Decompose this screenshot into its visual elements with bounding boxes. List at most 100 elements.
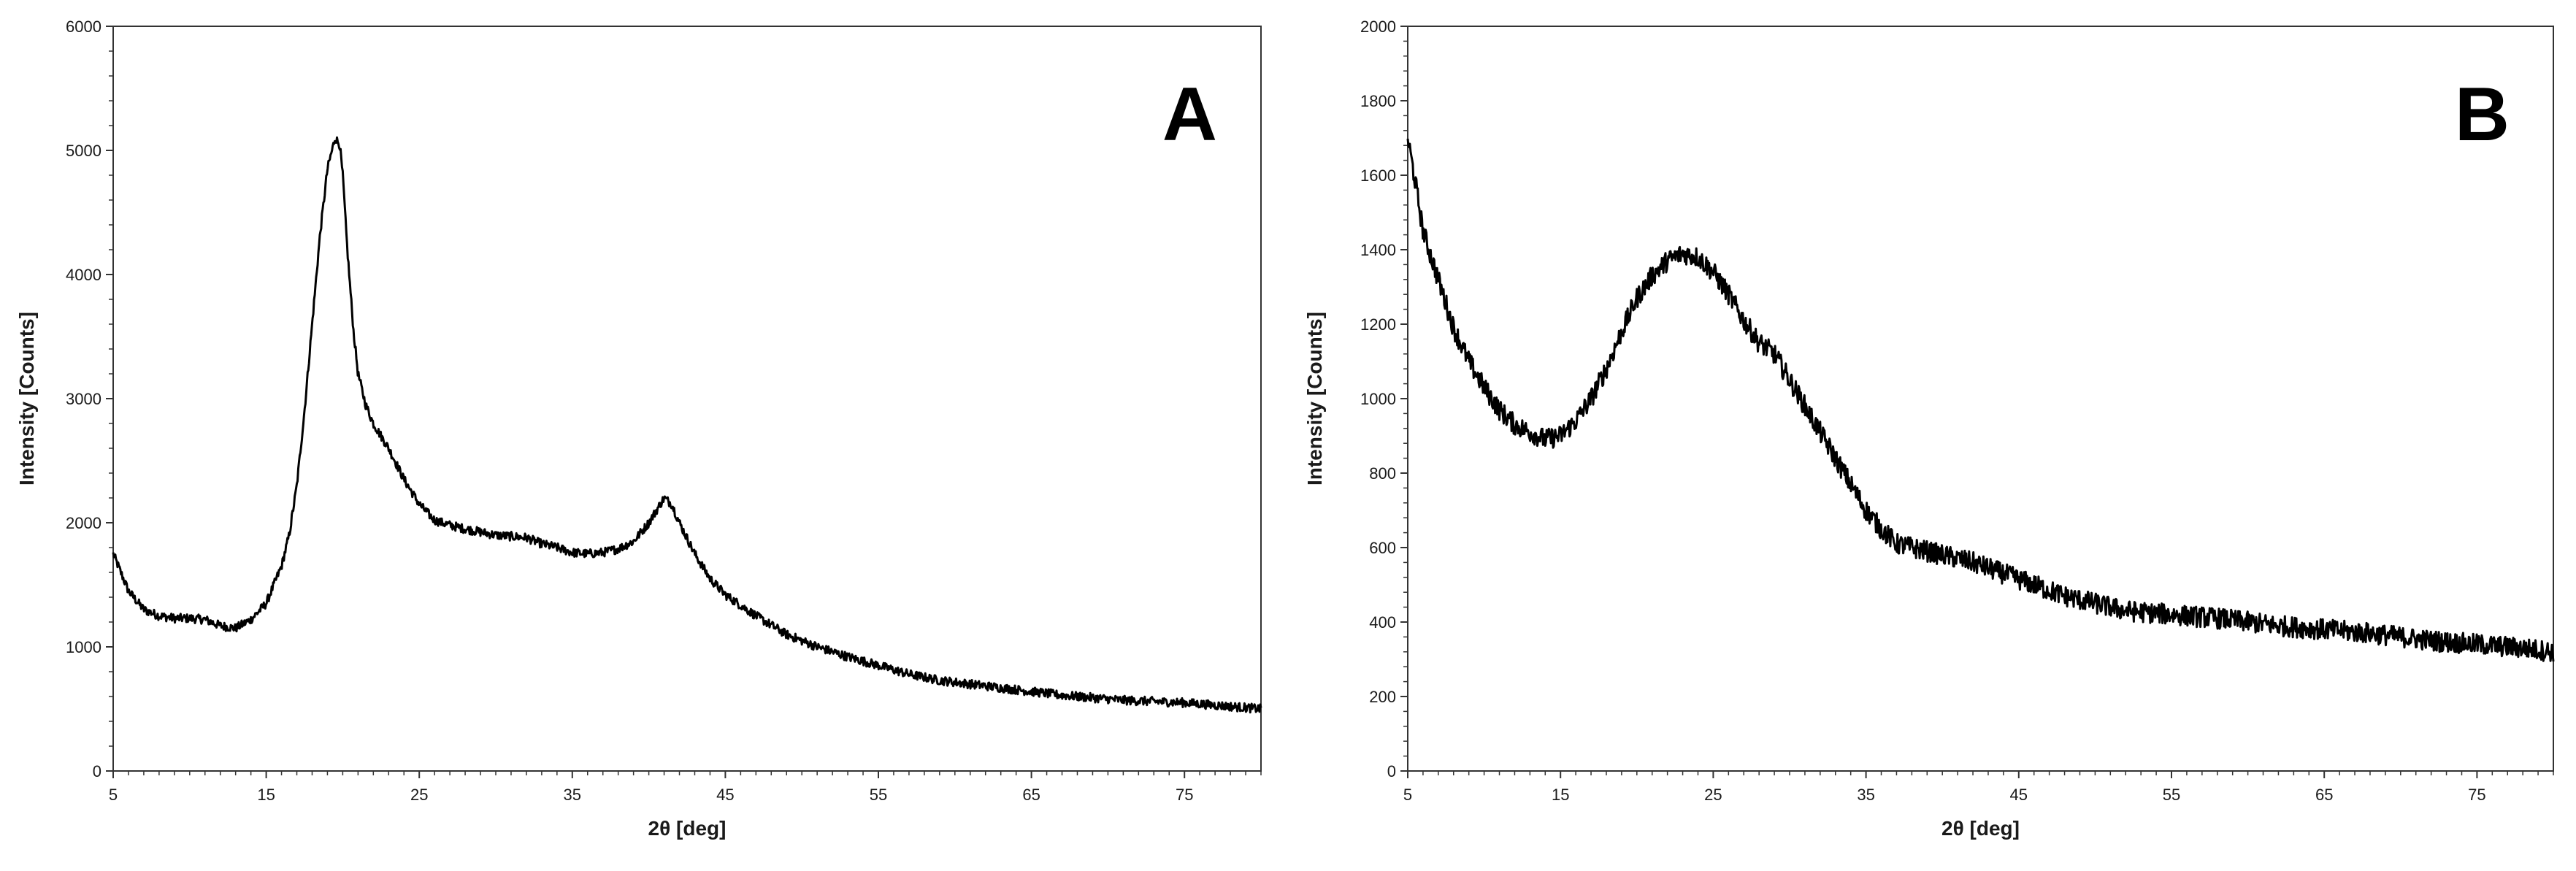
data-point-b-4 [1453, 328, 1454, 329]
data-point-a-22 [353, 330, 354, 331]
data-point-b-25 [1774, 353, 1775, 354]
x-tick-label-a-6: 65 [1022, 786, 1040, 804]
data-point-a-16 [320, 237, 321, 238]
data-point-a-35 [541, 543, 542, 544]
data-point-a-47 [694, 553, 695, 554]
data-point-a-62 [1123, 700, 1124, 701]
data-point-a-23 [358, 374, 359, 375]
data-point-a-20 [342, 175, 343, 176]
data-point-a-28 [404, 479, 405, 480]
data-point-a-64 [1184, 702, 1185, 703]
data-point-b-27 [1804, 406, 1805, 407]
data-point-b-35 [1942, 555, 1943, 556]
data-point-a-66 [1261, 709, 1262, 710]
data-point-b-11 [1560, 436, 1561, 437]
x-tick-label-a-2: 25 [410, 786, 428, 804]
data-point-a-24 [365, 404, 366, 405]
x-tick-label-b-7: 75 [2468, 786, 2485, 804]
y-tick-label-a-6: 6000 [66, 18, 101, 36]
y-tick-label-b-6: 1200 [1360, 315, 1396, 334]
data-point-a-12 [289, 535, 290, 536]
data-point-b-16 [1636, 298, 1637, 299]
data-point-b-52 [2553, 651, 2554, 652]
data-point-b-30 [1850, 484, 1851, 485]
data-point-a-49 [725, 594, 726, 595]
x-tick-label-b-5: 55 [2163, 786, 2180, 804]
data-point-b-24 [1759, 342, 1760, 343]
y-tick-label-b-5: 1000 [1360, 390, 1396, 408]
data-point-a-39 [602, 552, 603, 553]
y-tick-label-a-1: 1000 [66, 638, 101, 656]
data-point-b-33 [1896, 543, 1897, 544]
data-point-b-36 [1973, 562, 1974, 563]
y-tick-label-a-0: 0 [93, 762, 101, 780]
chart-panel-b: 0 200 400 600 800 1000 1200 1400 1600 1800 2000 5 15… [1288, 0, 2576, 871]
x-tick-label-a-1: 15 [257, 786, 275, 804]
data-point-b-41 [2125, 610, 2126, 611]
x-tick-label-a-5: 55 [870, 786, 887, 804]
data-point-a-61 [1092, 697, 1093, 698]
data-point-a-59 [1031, 691, 1032, 692]
data-point-b-5 [1468, 361, 1469, 362]
data-point-a-25 [373, 423, 374, 424]
x-axis-title-a: 2θ [deg] [648, 817, 727, 840]
chart-b-svg: 0 200 400 600 800 1000 1200 1400 1600 1800 2000 5 15… [1303, 18, 2555, 840]
y-tick-label-b-0: 0 [1387, 762, 1396, 780]
x-tick-label-b-1: 15 [1552, 786, 1569, 804]
y-tick-label-a-2: 2000 [66, 514, 101, 532]
series-line-b-0 [1406, 138, 2555, 662]
y-axis-title-a: Intensity [Counts] [15, 312, 38, 486]
data-point-a-33 [496, 535, 497, 536]
data-point-b-46 [2324, 629, 2325, 630]
plot-frame-b [1407, 26, 2554, 772]
y-tick-label-b-3: 600 [1369, 539, 1396, 557]
data-point-a-9 [250, 619, 251, 620]
x-tick-label-a-3: 35 [564, 786, 581, 804]
panel-label-a: A [1162, 72, 1217, 157]
data-point-a-55 [908, 674, 909, 675]
series-line-a-0 [112, 136, 1262, 714]
data-point-a-51 [786, 634, 787, 635]
data-point-b-8 [1514, 424, 1515, 425]
y-tick-label-a-4: 4000 [66, 266, 101, 284]
y-tick-label-a-3: 3000 [66, 390, 101, 408]
data-point-a-41 [633, 541, 634, 542]
data-point-a-27 [388, 448, 389, 449]
data-point-a-0 [113, 553, 114, 554]
data-point-b-40 [2095, 603, 2096, 604]
y-tick-label-b-4: 800 [1369, 464, 1396, 483]
y-tick-label-a-5: 5000 [66, 142, 101, 160]
data-point-a-15 [312, 324, 313, 325]
data-point-a-18 [334, 138, 335, 139]
x-tick-label-b-0: 5 [1403, 786, 1412, 804]
data-point-a-43 [656, 510, 657, 511]
data-point-b-15 [1621, 331, 1622, 332]
x-tick-label-a-4: 45 [716, 786, 734, 804]
data-point-b-44 [2247, 622, 2248, 623]
y-tick-label-b-10: 2000 [1360, 18, 1396, 36]
x-tick-label-b-2: 25 [1704, 786, 1722, 804]
data-point-a-38 [587, 553, 588, 554]
y-tick-label-b-2: 400 [1369, 613, 1396, 632]
data-point-b-19 [1682, 253, 1683, 254]
data-point-a-31 [450, 525, 451, 526]
y-tick-label-b-1: 200 [1369, 688, 1396, 706]
data-point-a-52 [817, 647, 818, 648]
data-point-a-8 [235, 628, 236, 629]
x-tick-label-a-0: 5 [109, 786, 118, 804]
y-axis-title-b: Intensity [Counts] [1303, 312, 1326, 486]
x-tick-label-b-4: 45 [2010, 786, 2028, 804]
data-point-a-26 [380, 436, 381, 437]
data-point-a-30 [434, 520, 435, 521]
data-point-a-11 [281, 566, 282, 567]
y-tick-label-b-9: 1800 [1360, 92, 1396, 110]
data-point-b-22 [1728, 294, 1729, 295]
plot-frame-a [112, 26, 1262, 772]
data-point-a-14 [304, 411, 305, 412]
data-point-a-6 [204, 619, 205, 620]
data-point-a-10 [266, 603, 267, 604]
chart-panel-a: 0 1000 2000 3000 4000 5000 6000 5 15 25 35 45 55 65 75… [15, 18, 1262, 840]
x-tick-label-b-6: 65 [2315, 786, 2333, 804]
data-point-b-42 [2171, 614, 2172, 615]
data-point-b-38 [2033, 585, 2034, 586]
